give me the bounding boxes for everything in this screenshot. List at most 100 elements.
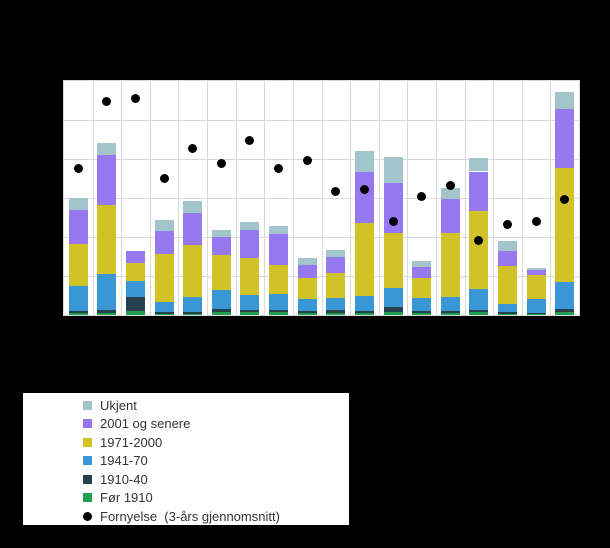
bar-segment-1971-2000 [354, 222, 374, 296]
bar-segment-1971-2000 [555, 167, 575, 283]
bar-segment-2001-og-senere [269, 234, 289, 266]
bar-segment-ukjent [240, 221, 260, 231]
bar-segment-ukjent [211, 229, 231, 237]
bar-segment-1910-40 [354, 310, 374, 314]
bar-column-11 [354, 150, 374, 315]
fornyelse-dot [417, 191, 427, 201]
bar-segment-1910-40 [68, 310, 88, 314]
fornyelse-dot [245, 135, 255, 145]
bar-segment-1910-40 [240, 309, 260, 313]
bar-segment-ukjent [383, 156, 403, 184]
fornyelse-dot [102, 96, 112, 106]
bar-segment-2001-og-senere [383, 183, 403, 234]
legend-label: Ukjent [100, 397, 137, 413]
bar-column-5 [183, 201, 203, 315]
bar-segment-1971-2000 [154, 253, 174, 302]
gridline-vertical [464, 81, 466, 315]
bar-column-17 [526, 268, 546, 315]
bar-segment-1941-70 [269, 293, 289, 310]
bar-segment-1971-2000 [497, 266, 517, 304]
bar-segment-ukjent [326, 250, 346, 258]
bar-segment-1941-70 [526, 298, 546, 313]
gridline-vertical [435, 81, 437, 315]
fornyelse-dot [331, 187, 341, 197]
bar-segment-1941-70 [326, 298, 346, 310]
legend-label: Før 1910 [100, 490, 153, 506]
bar-segment-1941-70 [354, 295, 374, 311]
bar-segment-1910-40 [412, 310, 432, 314]
legend-item-1971-2000: 1971-2000 [83, 433, 349, 452]
fornyelse-dot [502, 220, 512, 230]
bar-column-9 [297, 258, 317, 315]
legend-square-marker-icon [83, 493, 92, 503]
fornyelse-dot [359, 184, 369, 194]
bar-column-15 [469, 158, 489, 315]
bar-segment-2001-og-senere [440, 198, 460, 234]
gridline-vertical [235, 81, 237, 315]
bar-segment-f-r-1910 [383, 312, 403, 315]
gridline-vertical [350, 81, 352, 315]
fornyelse-dot [131, 94, 141, 104]
bar-segment-2001-og-senere [97, 154, 117, 206]
fornyelse-dot [274, 164, 284, 174]
fornyelse-dot [73, 164, 83, 174]
bar-segment-1971-2000 [240, 258, 260, 295]
bar-segment-1910-40 [326, 309, 346, 314]
legend-square-marker-icon [83, 419, 92, 429]
bar-segment-f-r-1910 [269, 312, 289, 315]
bar-segment-1910-40 [497, 312, 517, 315]
bar-segment-f-r-1910 [354, 313, 374, 315]
bar-segment-2001-og-senere [526, 270, 546, 275]
bar-segment-1941-70 [469, 288, 489, 310]
bar-segment-ukjent [555, 92, 575, 109]
bar-segment-1941-70 [211, 290, 231, 309]
bar-segment-2001-og-senere [326, 257, 346, 274]
bar-segment-1941-70 [440, 297, 460, 311]
bar-column-12 [383, 156, 403, 315]
bar-segment-f-r-1910 [326, 313, 346, 315]
bar-segment-1910-40 [183, 311, 203, 315]
bar-segment-1941-70 [126, 280, 146, 298]
bar-segment-1971-2000 [269, 265, 289, 294]
fornyelse-dot [474, 236, 484, 245]
bar-segment-1941-70 [68, 285, 88, 311]
bar-segment-f-r-1910 [555, 312, 575, 315]
legend-item-ukjent: Ukjent [83, 396, 349, 415]
bar-segment-2001-og-senere [555, 108, 575, 168]
fornyelse-dot [388, 217, 398, 227]
bar-segment-1910-40 [526, 312, 546, 315]
gridline-vertical [178, 81, 180, 315]
bar-segment-1910-40 [383, 307, 403, 313]
bar-segment-f-r-1910 [154, 314, 174, 315]
bar-column-8 [269, 226, 289, 315]
legend-item-2001-og-senere: 2001 og senere [83, 415, 349, 434]
bar-segment-f-r-1910 [440, 313, 460, 315]
bar-segment-1941-70 [297, 299, 317, 311]
bar-segment-2001-og-senere [183, 212, 203, 246]
legend-label: Fornyelse (3-års gjennomsnitt) [100, 508, 280, 524]
fornyelse-dot [216, 158, 226, 168]
bar-segment-f-r-1910 [68, 313, 88, 315]
bar-column-6 [211, 229, 231, 315]
gridline-vertical [521, 81, 523, 315]
bar-segment-1910-40 [440, 310, 460, 314]
bar-segment-f-r-1910 [126, 310, 146, 315]
bar-segment-f-r-1910 [469, 312, 489, 315]
fornyelse-dot [560, 195, 570, 205]
gridline-vertical [264, 81, 266, 315]
gridline-vertical [407, 81, 409, 315]
bar-segment-1971-2000 [469, 211, 489, 289]
legend-label: 1971-2000 [100, 434, 163, 450]
bar-segment-1971-2000 [440, 233, 460, 298]
bar-segment-1971-2000 [68, 243, 88, 286]
legend-item-f-r-1910: Før 1910 [83, 489, 349, 508]
bar-segment-2001-og-senere [412, 267, 432, 279]
bar-segment-1941-70 [555, 282, 575, 309]
legend-square-marker-icon [83, 400, 92, 410]
bar-segment-ukjent [68, 198, 88, 210]
legend-label: 2001 og senere [100, 416, 191, 432]
bar-segment-ukjent [354, 150, 374, 172]
bar-column-14 [440, 188, 460, 315]
bar-column-18 [555, 92, 575, 315]
